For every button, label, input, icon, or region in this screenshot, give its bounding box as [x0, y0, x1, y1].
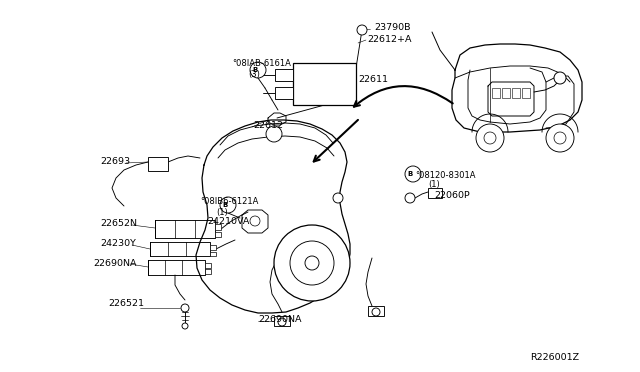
- Circle shape: [182, 323, 188, 329]
- Bar: [512, 88, 520, 98]
- Circle shape: [181, 304, 189, 312]
- Text: °08IB6-6121A: °08IB6-6121A: [200, 198, 259, 206]
- Text: B: B: [408, 171, 413, 177]
- Circle shape: [405, 166, 421, 182]
- Text: 22693: 22693: [100, 157, 130, 167]
- Text: R226001Z: R226001Z: [530, 353, 579, 362]
- Circle shape: [220, 197, 236, 213]
- Bar: [210, 252, 216, 256]
- Circle shape: [274, 225, 350, 301]
- Circle shape: [357, 25, 367, 35]
- Circle shape: [546, 124, 574, 152]
- Circle shape: [278, 318, 286, 326]
- Circle shape: [305, 256, 319, 270]
- Circle shape: [250, 62, 266, 78]
- Circle shape: [484, 132, 496, 144]
- Bar: [205, 263, 211, 268]
- Text: 22690NA: 22690NA: [258, 315, 301, 324]
- Bar: [428, 188, 442, 198]
- Bar: [210, 245, 216, 250]
- Text: 22060P: 22060P: [434, 192, 470, 201]
- Circle shape: [290, 241, 334, 285]
- Bar: [215, 224, 221, 230]
- Circle shape: [405, 193, 415, 203]
- Bar: [522, 88, 530, 98]
- Text: (3): (3): [248, 70, 260, 78]
- Bar: [502, 88, 510, 98]
- Circle shape: [554, 132, 566, 144]
- Text: B: B: [222, 202, 228, 208]
- Text: 22690NA: 22690NA: [93, 259, 136, 267]
- Text: °08IAB-6161A: °08IAB-6161A: [232, 60, 291, 68]
- Circle shape: [372, 308, 380, 316]
- Text: 24210VA: 24210VA: [207, 218, 250, 227]
- Circle shape: [333, 193, 343, 203]
- Text: 22612: 22612: [253, 121, 283, 129]
- Text: 22612+A: 22612+A: [367, 35, 412, 45]
- Circle shape: [476, 124, 504, 152]
- Bar: [293, 63, 356, 105]
- Circle shape: [266, 126, 282, 142]
- Bar: [368, 306, 384, 316]
- Text: 23790B: 23790B: [374, 23, 410, 32]
- Text: (1): (1): [428, 180, 440, 189]
- Bar: [148, 157, 168, 171]
- Text: 22652N: 22652N: [100, 219, 137, 228]
- Circle shape: [554, 72, 566, 84]
- Bar: [215, 232, 221, 237]
- Text: °08120-8301A: °08120-8301A: [415, 170, 476, 180]
- Bar: [274, 316, 290, 326]
- Text: (1): (1): [216, 208, 228, 217]
- Bar: [275, 69, 293, 81]
- Bar: [275, 87, 293, 99]
- Text: 24230Y: 24230Y: [100, 240, 136, 248]
- Text: B: B: [252, 67, 258, 73]
- Text: 22611: 22611: [358, 76, 388, 84]
- Circle shape: [250, 216, 260, 226]
- Bar: [205, 269, 211, 274]
- Bar: [492, 88, 500, 98]
- Text: 226521: 226521: [108, 299, 144, 308]
